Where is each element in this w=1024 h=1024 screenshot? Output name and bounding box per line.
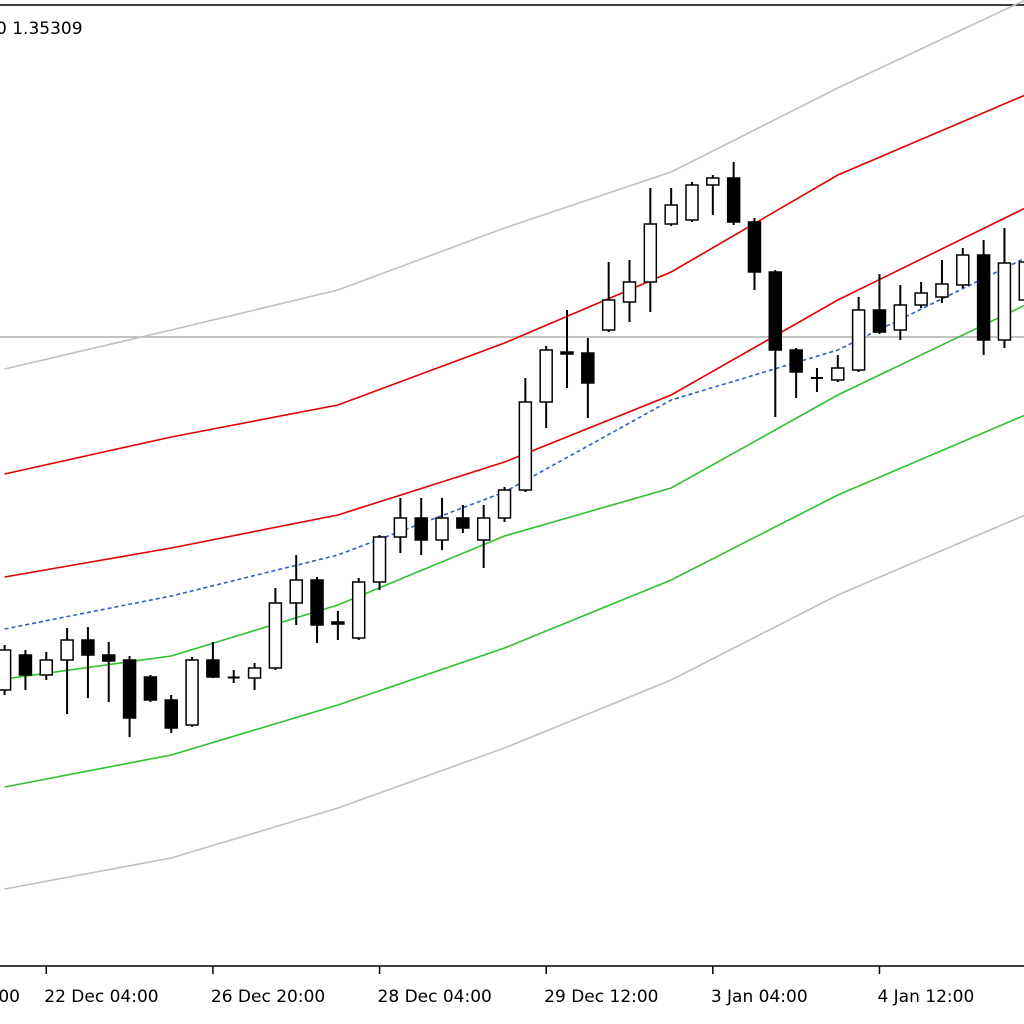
- candle-body: [351, 581, 366, 639]
- header-prices: 0 1.35309: [0, 19, 83, 39]
- candle-body: [81, 639, 95, 656]
- channel-line: [4, 414, 1024, 788]
- candle-body: [851, 309, 866, 371]
- candle-body: [122, 659, 137, 719]
- candle-body: [831, 367, 845, 381]
- candle-body: [247, 667, 262, 679]
- candle-body: [914, 292, 928, 306]
- candle-body: [60, 639, 74, 661]
- candle-body: [414, 517, 428, 541]
- candle-body: [872, 309, 887, 333]
- channel-line: [4, 514, 1024, 890]
- candle-body: [581, 352, 595, 384]
- channel-line: [4, 94, 1024, 475]
- candle-body: [685, 184, 699, 221]
- candle-body: [706, 177, 720, 186]
- candle-body: [39, 659, 54, 676]
- candle-body: [789, 349, 803, 373]
- candle-body: [560, 351, 574, 355]
- candle-body: [289, 579, 303, 604]
- candle-body: [1018, 261, 1024, 301]
- candle-body: [539, 349, 553, 403]
- x-tick-label: 4 Jan 12:00: [877, 987, 974, 1007]
- candle-body: [143, 676, 158, 701]
- candle-body: [0, 649, 12, 691]
- x-tick-label: 00: [0, 987, 20, 1007]
- channel-line: [4, 207, 1024, 578]
- x-tick-label: 3 Jan 04:00: [711, 987, 808, 1007]
- candle-body: [393, 517, 408, 538]
- candle-body: [622, 281, 637, 303]
- x-tick-label: 29 Dec 12:00: [544, 987, 658, 1007]
- candle-body: [164, 699, 178, 729]
- candle-body: [185, 659, 199, 726]
- candle-body: [956, 254, 970, 286]
- candle-body: [310, 579, 324, 626]
- candle-body: [601, 299, 616, 331]
- candle-body: [643, 223, 658, 283]
- candle-body: [497, 489, 512, 519]
- channel-line: [4, 304, 1024, 680]
- x-tick-label: 22 Dec 04:00: [44, 987, 158, 1007]
- candle-body: [435, 517, 449, 541]
- candle-body: [456, 517, 470, 529]
- candle-body: [976, 254, 991, 341]
- candle-body: [206, 659, 220, 678]
- candle-body: [664, 204, 678, 225]
- candle-body: [935, 283, 949, 298]
- candle-body: [747, 221, 762, 273]
- x-tick-label: 26 Dec 20:00: [211, 987, 325, 1007]
- candle-body: [997, 262, 1012, 341]
- channel-line: [4, 0, 1024, 370]
- candle-body: [726, 177, 741, 223]
- candle-body: [268, 602, 283, 669]
- candle-body: [893, 304, 908, 331]
- candle-body: [372, 536, 387, 583]
- candle-body: [331, 621, 345, 625]
- candle-body: [18, 654, 33, 676]
- x-tick-label: 28 Dec 04:00: [378, 987, 492, 1007]
- candle-body: [102, 654, 116, 662]
- candle-body: [768, 271, 783, 351]
- candle-body: [518, 401, 533, 491]
- candle-body: [476, 517, 491, 541]
